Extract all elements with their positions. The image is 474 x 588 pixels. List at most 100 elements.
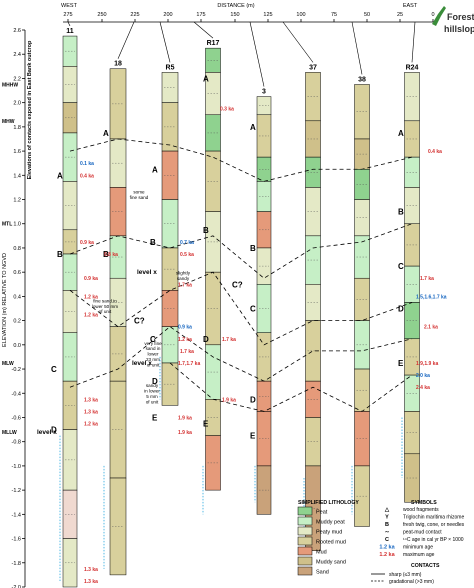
legend-swatch [297, 516, 313, 526]
elevation-tick-label: 1.2 [13, 198, 21, 204]
symbol-label: ¹⁴C age in cal yr BP × 1000 [403, 537, 464, 543]
elevation-tick-label: 2.4 [13, 52, 21, 58]
contacts-title: CONTACTS [411, 563, 440, 569]
symbol-glyph: B [385, 522, 389, 528]
distance-tick-label: 200 [163, 12, 172, 18]
distance-tick-label: 75 [331, 12, 337, 18]
note-text: some fine sand [130, 189, 149, 199]
age-label: 0.9 ka [178, 325, 192, 331]
distance-tick-label: 275 [63, 12, 72, 18]
age-label: 0.4 ka [428, 149, 442, 155]
distance-tick-label: 225 [130, 12, 139, 18]
core-column: R17 [205, 40, 221, 491]
distance-axis-label: DISTANCE (m) [217, 3, 254, 9]
symbol-label: wood fragments [403, 507, 439, 513]
age-label: 0.8 ka [104, 252, 118, 258]
symbols-legend: SYMBOLS △ wood fragments Y Triglochin marit… [379, 500, 464, 558]
age-label: 1.9,1.9 ka [416, 361, 438, 367]
core-label: R17 [207, 40, 220, 47]
contact-letter: E [398, 359, 404, 368]
core-column: 11 [62, 28, 78, 588]
elevation-tick-label: 2.6 [13, 28, 21, 34]
forested-label-1: Forested [447, 12, 474, 22]
elevation-tick-label: -0.4 [12, 391, 21, 397]
core-position-link [411, 21, 416, 63]
symbol-glyph: △ [384, 506, 390, 513]
contact-letter: C [51, 365, 57, 374]
age-label: 1.9 ka [178, 415, 192, 421]
contact-letter: B [203, 226, 209, 235]
age-label: 0.9 ka [84, 276, 98, 282]
tide-level-label: MLLW [2, 430, 17, 436]
symbol-label: minimum age [403, 545, 433, 551]
contact-letter: A [103, 129, 109, 138]
contact-letter: C [398, 262, 404, 271]
core-position-link [159, 21, 171, 63]
elevation-tick-label: 0.2 [13, 319, 21, 325]
contact-letter: B [150, 238, 156, 247]
elevation-tick-label: -1.6 [12, 537, 21, 543]
contact-letter: B [103, 250, 109, 259]
distance-tick-label: 25 [397, 12, 403, 18]
core-column: 38 [354, 76, 370, 527]
age-label: 1.2 ka [178, 337, 192, 343]
symbol-glyph: ∼ [385, 530, 390, 536]
contact-letter: D [203, 335, 209, 344]
core-label: R24 [406, 64, 419, 71]
core-position-link [249, 21, 265, 87]
legend-swatch [297, 556, 313, 566]
elevation-tick-label: 0.6 [13, 270, 21, 276]
lithology-unit [62, 538, 78, 588]
symbol-glyph: C [385, 537, 389, 543]
contact-letter: B [398, 208, 404, 217]
forested-label-2: hillslope [444, 24, 474, 34]
core-label: R5 [166, 64, 175, 71]
sharp-contact-label: sharp (≤3 mm) [389, 572, 422, 578]
symbol-label: maximum age [403, 552, 435, 558]
age-label: 1.7 ka [178, 282, 192, 288]
core-position-link [351, 21, 363, 75]
tide-level-label: MLW [2, 361, 14, 367]
forested-hillslope: Forested hillslope [432, 6, 474, 34]
age-label: 1.7 ka [222, 337, 236, 343]
age-label: 1.9 ka [222, 397, 236, 403]
symbol-label: fresh twig, cone, or needles [403, 522, 465, 528]
level-x-label: level x [137, 269, 157, 276]
age-label: 1.2 ka [84, 422, 98, 428]
age-label: 1.2 ka [84, 294, 98, 300]
distance-tick-label: 50 [364, 12, 370, 18]
correlation-line [69, 326, 413, 388]
contacts-legend: CONTACTS sharp (≤3 mm) gradational (>3 m… [371, 563, 440, 585]
lithology-unit [404, 453, 420, 503]
elevation-tick-label: 0.4 [13, 294, 21, 300]
age-label: 2.1 ka [424, 325, 438, 331]
contact-letter: A [152, 165, 158, 174]
lithology-legend: SIMPLIFIED LITHOLOGY Peat Muddy peat Peaty… [297, 500, 359, 576]
elevation-tick-label: -2.0 [12, 585, 21, 588]
age-label: 1.7,1.7 ka [178, 361, 200, 367]
elevation-axis: 2.6 2.4 2.2 2.0 1.8 1.6 1.4 1.2 1.0 0.8 0.6 0.4 0.2 0… [2, 28, 33, 588]
contact-letter: B [250, 244, 256, 253]
legend-label: Mud [316, 550, 327, 556]
contact-letter: D [152, 377, 158, 386]
tide-level-label: MTL [2, 222, 12, 228]
distance-tick-label: 0 [431, 12, 434, 18]
level-x-label: level x [132, 360, 152, 367]
contact-letter: E [152, 413, 158, 422]
age-label: 2.4 ka [416, 385, 430, 391]
legend-label: Muddy peat [316, 520, 345, 526]
core-label: 18 [114, 61, 122, 68]
symbol-glyph: Y [385, 515, 389, 521]
elevation-tick-label: -0.8 [12, 440, 21, 446]
lithology-unit [256, 465, 272, 515]
note-text: fine sand in lower 50 mm of unit [92, 298, 118, 314]
age-label: 0.7 ka [180, 240, 194, 246]
contact-letter: E [203, 420, 209, 429]
elevation-tick-label: 1.6 [13, 149, 21, 155]
symbols-title: SYMBOLS [411, 500, 437, 506]
elevation-tick-label: -0.6 [12, 415, 21, 421]
elevation-tick-label: 0.8 [13, 246, 21, 252]
elevation-tick-label: 0.0 [13, 343, 21, 349]
distance-tick-label: 125 [263, 12, 272, 18]
distance-tick-label: 100 [296, 12, 305, 18]
